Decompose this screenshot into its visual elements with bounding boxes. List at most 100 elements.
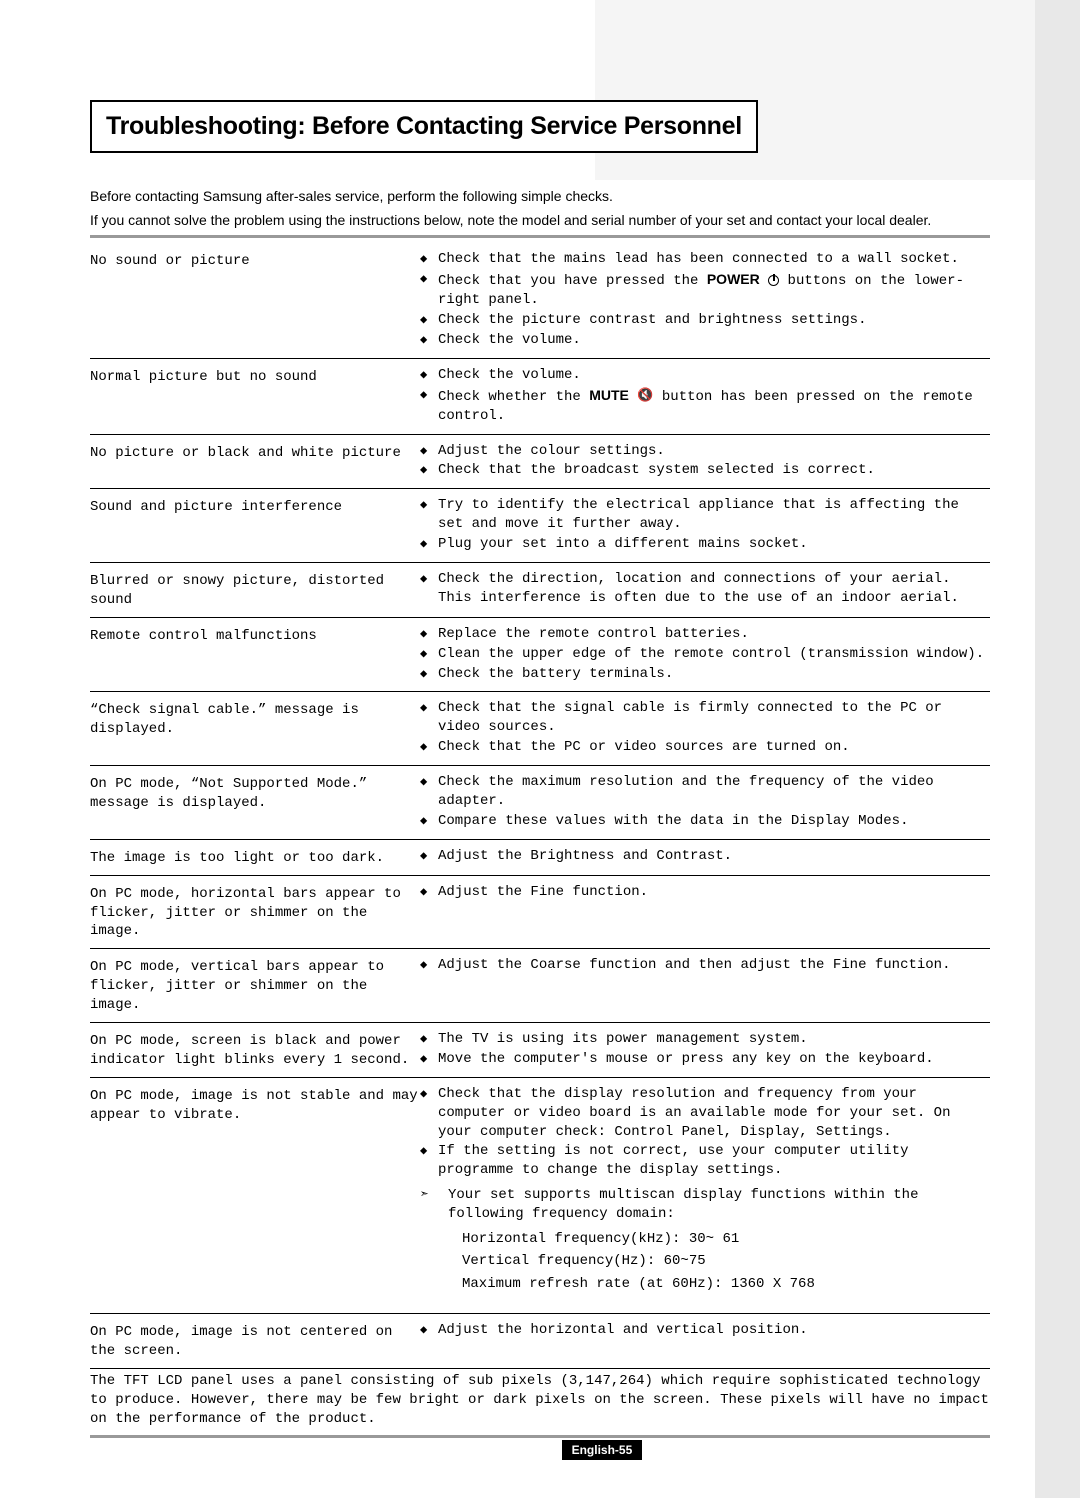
bullet-text: If the setting is not correct, use your …	[438, 1142, 990, 1180]
diamond-icon	[420, 773, 434, 792]
page-content: Troubleshooting: Before Contacting Servi…	[0, 0, 1080, 1486]
diamond-icon	[420, 570, 434, 589]
divider	[90, 1435, 990, 1438]
troubleshoot-row: On PC mode, vertical bars appear to flic…	[90, 952, 990, 1019]
bullet-text: Plug your set into a different mains soc…	[438, 535, 990, 554]
troubleshoot-row: “Check signal cable.” message is display…	[90, 695, 990, 762]
row-content: Adjust the colour settings. Check that t…	[420, 442, 990, 482]
bullet-text: Check that you have pressed the POWER bu…	[438, 270, 990, 310]
row-content: Check the volume. Check whether the MUTE…	[420, 366, 990, 427]
diamond-icon	[420, 812, 434, 831]
row-label: Blurred or snowy picture, distorted soun…	[90, 570, 420, 610]
bullet-text: Adjust the horizontal and vertical posit…	[438, 1321, 990, 1340]
row-content: Check that the display resolution and fr…	[420, 1085, 990, 1295]
divider	[90, 1368, 990, 1369]
bullet-text: Check the volume.	[438, 366, 990, 385]
troubleshoot-row: Normal picture but no sound Check the vo…	[90, 362, 990, 431]
footer-note: The TFT LCD panel uses a panel consistin…	[90, 1372, 990, 1429]
troubleshoot-row: On PC mode, screen is black and power in…	[90, 1026, 990, 1074]
troubleshoot-row: Blurred or snowy picture, distorted soun…	[90, 566, 990, 614]
divider	[90, 488, 990, 489]
row-label: Sound and picture interference	[90, 496, 420, 517]
diamond-icon	[420, 496, 434, 515]
row-label: On PC mode, horizontal bars appear to fl…	[90, 883, 420, 942]
diamond-icon	[420, 738, 434, 757]
diamond-icon	[420, 461, 434, 480]
divider	[90, 1077, 990, 1078]
bullet-text: Check that the mains lead has been conne…	[438, 250, 990, 269]
diamond-icon	[420, 699, 434, 718]
row-label: Remote control malfunctions	[90, 625, 420, 646]
bullet-text: Adjust the Coarse function and then adju…	[438, 956, 990, 975]
diamond-icon	[420, 250, 434, 269]
arrow-note: Your set supports multiscan display func…	[448, 1186, 990, 1224]
spec-line: Vertical frequency(Hz): 60~75	[462, 1250, 990, 1272]
spec-line: Horizontal frequency(kHz): 30~ 61	[462, 1228, 990, 1250]
diamond-icon	[420, 645, 434, 664]
page-title: Troubleshooting: Before Contacting Servi…	[106, 112, 742, 141]
divider	[90, 839, 990, 840]
bullet-text: Compare these values with the data in th…	[438, 812, 990, 831]
spec-line: Maximum refresh rate (at 60Hz): 1360 X 7…	[462, 1273, 990, 1295]
bullet-text: Check the maximum resolution and the fre…	[438, 773, 990, 811]
diamond-icon	[420, 366, 434, 385]
divider	[90, 875, 990, 876]
mute-icon: 🔇	[637, 387, 653, 405]
mute-label: MUTE	[589, 387, 629, 403]
page-number: English-55	[562, 1440, 643, 1460]
diamond-icon	[420, 270, 434, 289]
divider	[90, 235, 990, 238]
diamond-icon	[420, 847, 434, 866]
row-label: On PC mode, “Not Supported Mode.” messag…	[90, 773, 420, 813]
diamond-icon	[420, 535, 434, 554]
divider	[90, 691, 990, 692]
bullet-text: Check that the display resolution and fr…	[438, 1085, 990, 1142]
row-content: Adjust the Brightness and Contrast.	[420, 847, 990, 867]
row-label: “Check signal cable.” message is display…	[90, 699, 420, 739]
diamond-icon	[420, 625, 434, 644]
diamond-icon	[420, 665, 434, 684]
troubleshoot-row: On PC mode, horizontal bars appear to fl…	[90, 879, 990, 946]
spec-list: Horizontal frequency(kHz): 30~ 61 Vertic…	[462, 1228, 990, 1295]
troubleshoot-row: On PC mode, image is not stable and may …	[90, 1081, 990, 1299]
divider	[90, 765, 990, 766]
bullet-text: Check the picture contrast and brightnes…	[438, 311, 990, 330]
bullet-text: Move the computer's mouse or press any k…	[438, 1050, 990, 1069]
bullet-text: Replace the remote control batteries.	[438, 625, 990, 644]
divider	[90, 1313, 990, 1314]
divider	[90, 948, 990, 949]
bullet-text: Check the volume.	[438, 331, 990, 350]
troubleshoot-row: No picture or black and white picture Ad…	[90, 438, 990, 486]
row-content: Check that the mains lead has been conne…	[420, 250, 990, 350]
row-content: Adjust the Coarse function and then adju…	[420, 956, 990, 976]
row-label: No sound or picture	[90, 250, 420, 271]
diamond-icon	[420, 1085, 434, 1104]
diamond-icon	[420, 331, 434, 350]
row-content: Check the maximum resolution and the fre…	[420, 773, 990, 832]
bullet-text: The TV is using its power management sys…	[438, 1030, 990, 1049]
diamond-icon	[420, 956, 434, 975]
troubleshoot-row: On PC mode, “Not Supported Mode.” messag…	[90, 769, 990, 836]
troubleshoot-row: No sound or picture Check that the mains…	[90, 246, 990, 354]
bullet-text: Adjust the Brightness and Contrast.	[438, 847, 990, 866]
bullet-text: Check the direction, location and connec…	[438, 570, 990, 608]
row-content: Check the direction, location and connec…	[420, 570, 990, 609]
row-label: Normal picture but no sound	[90, 366, 420, 387]
diamond-icon	[420, 1030, 434, 1049]
divider	[90, 562, 990, 563]
row-label: On PC mode, screen is black and power in…	[90, 1030, 420, 1070]
bullet-text: Adjust the colour settings.	[438, 442, 990, 461]
bullet-text: Check that the broadcast system selected…	[438, 461, 990, 480]
arrow-icon	[420, 1186, 444, 1206]
row-label: On PC mode, vertical bars appear to flic…	[90, 956, 420, 1015]
troubleshoot-row: On PC mode, image is not centered on the…	[90, 1317, 990, 1365]
troubleshoot-row: The image is too light or too dark. Adju…	[90, 843, 990, 872]
row-content: The TV is using its power management sys…	[420, 1030, 990, 1070]
row-label: On PC mode, image is not stable and may …	[90, 1085, 420, 1125]
row-content: Adjust the horizontal and vertical posit…	[420, 1321, 990, 1341]
diamond-icon	[420, 1321, 434, 1340]
row-label: No picture or black and white picture	[90, 442, 420, 463]
bullet-text: Check the battery terminals.	[438, 665, 990, 684]
row-content: Check that the signal cable is firmly co…	[420, 699, 990, 758]
diamond-icon	[420, 442, 434, 461]
